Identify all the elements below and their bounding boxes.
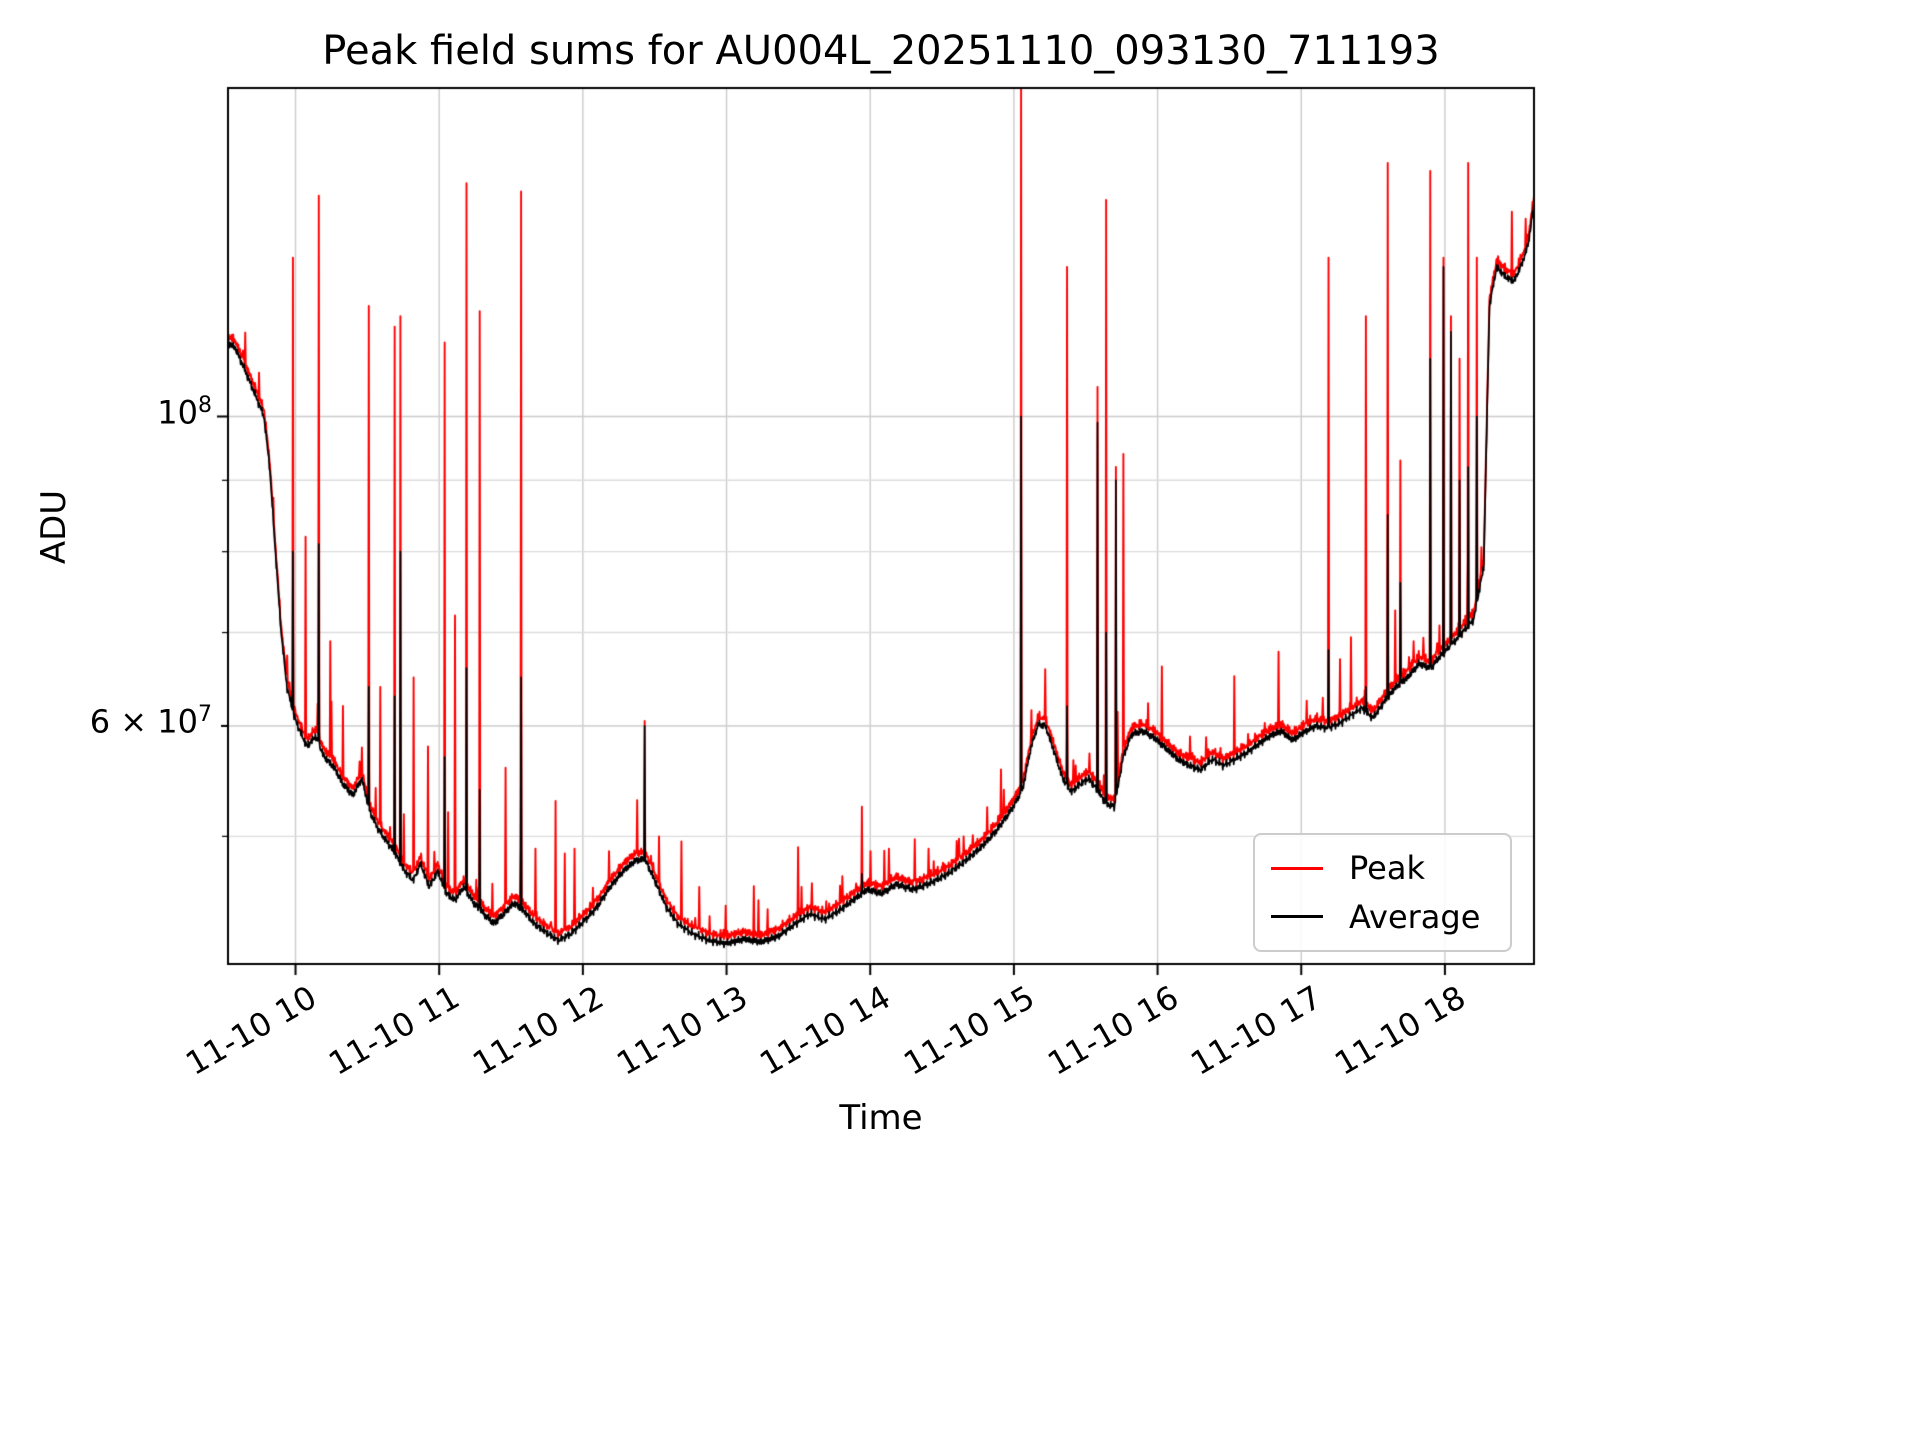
legend-label-average: Average [1349, 897, 1481, 936]
legend: Peak Average [1253, 833, 1512, 952]
legend-entry-peak: Peak [1271, 849, 1494, 887]
legend-label-peak: Peak [1349, 849, 1425, 888]
chart-title: Peak field sums for AU004L_20251110_0931… [322, 28, 1440, 74]
legend-line-swatch-peak [1271, 866, 1323, 870]
x-axis-label: Time [839, 1098, 923, 1138]
legend-line-swatch-average [1271, 915, 1323, 919]
y-tick-label: 6 × 107 [89, 701, 212, 741]
y-axis-label: ADU [34, 489, 74, 565]
y-tick-label: 108 [157, 392, 212, 432]
legend-entry-average: Average [1271, 898, 1494, 936]
